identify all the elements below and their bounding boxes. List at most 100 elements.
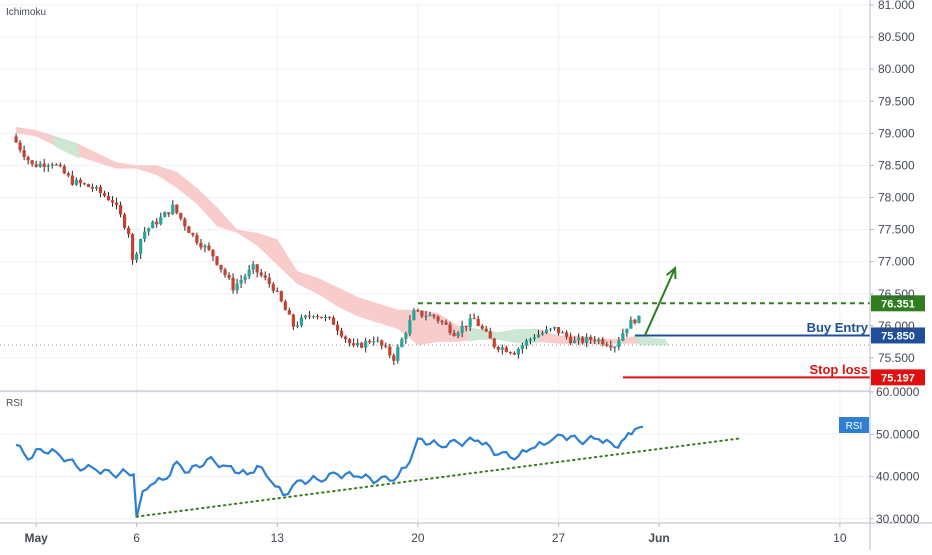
candle-body [512,352,516,355]
price-tick-label: 77.500 [878,223,915,237]
candlesticks [14,133,641,366]
candle-body [388,346,392,356]
candle-body [452,332,456,337]
candle-body [476,318,480,327]
candle-body [14,136,18,143]
candle-body [267,277,271,284]
candle-body [70,175,74,185]
candle-body [428,314,432,317]
candle-body [227,274,231,278]
candle-body [633,319,637,324]
price-tick-label: 79.000 [878,126,915,140]
rsi-badge [839,417,869,433]
candle-body [637,315,641,324]
rsi-panel-title: RSI [6,398,23,409]
candle-body [585,336,589,343]
candle-body [504,347,508,353]
time-tick-label: 27 [552,531,566,545]
price-tick-label: 80.500 [878,30,915,44]
candle-body [629,319,633,329]
rsi-panel: RSI [15,417,869,518]
candle-body [384,345,388,347]
candle-body [581,337,585,343]
candle-body [34,164,38,167]
candle-body [54,164,58,166]
candle-body [552,327,557,329]
time-tick-label: 13 [271,531,285,545]
candle-body [601,339,605,345]
time-tick-label: 20 [411,531,425,545]
candle-body [392,355,396,361]
candle-body [617,340,621,348]
candle-body [464,325,468,328]
candle-body [496,347,500,350]
rsi-tick-label: 60.0000 [876,385,920,399]
price-tick-label: 78.500 [878,158,915,172]
candle-body [420,310,424,317]
candle-body [18,142,22,151]
candle-body [299,317,303,326]
level-text-75.850: 75.850 [881,330,915,342]
candle-body [480,326,484,329]
candle-body [187,226,191,234]
price-tick-label: 81.000 [878,0,915,12]
time-tick-label: 6 [133,531,140,545]
candle-body [303,315,308,318]
price-tick-label: 76.000 [878,319,915,333]
candle-body [219,264,223,270]
candle-body [287,310,291,315]
stop-loss-label: Stop loss [809,362,868,377]
price-tick-label: 77.000 [878,255,915,269]
level-badge-75.197 [871,369,925,386]
candle-body [352,343,356,346]
candle-body [400,339,404,348]
candle-body [524,340,529,346]
candle-body [207,245,211,250]
candle-body [472,318,476,320]
candle-body [283,301,287,311]
candle-body [122,214,127,228]
candle-body [343,336,348,340]
candle-body [468,318,472,328]
candle-body [360,342,364,348]
candle-body [484,328,488,332]
candle-body [444,322,448,325]
candle-body [416,310,420,312]
price-panel-title: Ichimoku [6,7,46,18]
rsi-trendline [135,437,741,518]
candle-body [331,317,336,325]
candle-body [131,234,135,260]
candle-body [500,347,504,350]
candle-body [532,337,537,339]
candle-body [593,339,597,342]
candle-body [573,340,577,344]
time-tick-label: May [24,531,48,545]
price-tick-label: 80.000 [878,62,915,76]
candle-body [46,165,50,167]
candle-body [348,339,352,344]
candle-body [412,310,416,321]
candle-body [22,150,26,158]
candle-body [565,332,569,337]
candle-body [195,235,199,243]
candle-body [251,264,255,270]
candle-body [597,339,601,342]
candle-body [118,204,123,215]
candle-body [98,186,103,194]
candle-body [613,347,617,349]
candle-body [126,227,131,235]
candle-body [424,316,428,318]
candle-body [492,338,496,348]
candle-body [609,345,613,348]
candle-body [239,279,243,284]
candle-body [167,212,171,215]
candle-body [259,272,263,276]
candle-body [155,221,159,225]
candle-body [372,341,376,343]
rsi-tick-label: 30.0000 [876,512,920,526]
price-tick-label: 76.500 [878,287,915,301]
